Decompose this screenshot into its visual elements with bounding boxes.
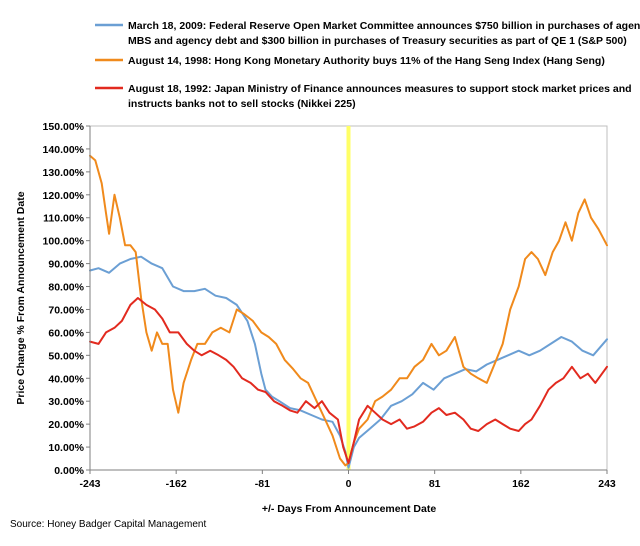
y-ticks: 0.00% 10.00% 20.00% 30.00% 40.00% 50.00% 60.00… <box>43 121 90 477</box>
x-tick-label: -162 <box>166 478 187 490</box>
legend: March 18, 2009: Federal Reserve Open Mar… <box>95 20 640 110</box>
legend-label-hangseng: August 14, 1998: Hong Kong Monetary Auth… <box>128 55 605 67</box>
y-tick-label: 20.00% <box>48 419 84 431</box>
x-tick-label: 81 <box>429 478 441 490</box>
legend-label-sp500-line2: MBS and agency debt and $300 billion in … <box>128 35 627 47</box>
y-tick-label: 0.00% <box>54 465 84 477</box>
y-tick-label: 40.00% <box>48 373 84 385</box>
y-tick-label: 130.00% <box>43 167 85 179</box>
announcement-date-marker <box>347 126 351 470</box>
y-tick-label: 120.00% <box>43 190 85 202</box>
legend-label-sp500: March 18, 2009: Federal Reserve Open Mar… <box>128 20 640 47</box>
x-axis-title: +/- Days From Announcement Date <box>262 503 437 515</box>
y-tick-label: 60.00% <box>48 327 84 339</box>
y-tick-label: 50.00% <box>48 350 84 362</box>
y-tick-label: 80.00% <box>48 282 84 294</box>
legend-label-nikkei-line1: August 18, 1992: Japan Ministry of Finan… <box>128 83 632 95</box>
y-tick-label: 100.00% <box>43 236 85 248</box>
legend-label-nikkei: August 18, 1992: Japan Ministry of Finan… <box>128 83 635 110</box>
legend-label-sp500-line1: March 18, 2009: Federal Reserve Open Mar… <box>128 20 640 32</box>
x-tick-label: 162 <box>512 478 530 490</box>
x-ticks: -243 -162 -81 0 81 162 243 <box>79 470 615 490</box>
x-tick-label: 243 <box>598 478 616 490</box>
announcement-marker-layer <box>347 126 351 470</box>
chart: March 18, 2009: Federal Reserve Open Mar… <box>0 0 640 546</box>
x-tick-label: -243 <box>79 478 100 490</box>
legend-label-hangseng-line1: August 14, 1998: Hong Kong Monetary Auth… <box>128 55 605 67</box>
y-tick-label: 140.00% <box>43 144 85 156</box>
y-tick-label: 70.00% <box>48 304 84 316</box>
y-tick-label: 10.00% <box>48 442 84 454</box>
y-tick-label: 110.00% <box>43 213 85 225</box>
legend-label-nikkei-line2: instructs banks not to sell stocks (Nikk… <box>128 98 356 110</box>
x-tick-label: -81 <box>255 478 270 490</box>
y-tick-label: 150.00% <box>43 121 85 133</box>
x-tick-label: 0 <box>346 478 352 490</box>
y-tick-label: 30.00% <box>48 396 84 408</box>
y-axis-title: Price Change % From Announcement Date <box>15 191 27 404</box>
source-note: Source: Honey Badger Capital Management <box>10 519 206 530</box>
y-tick-label: 90.00% <box>48 259 84 271</box>
